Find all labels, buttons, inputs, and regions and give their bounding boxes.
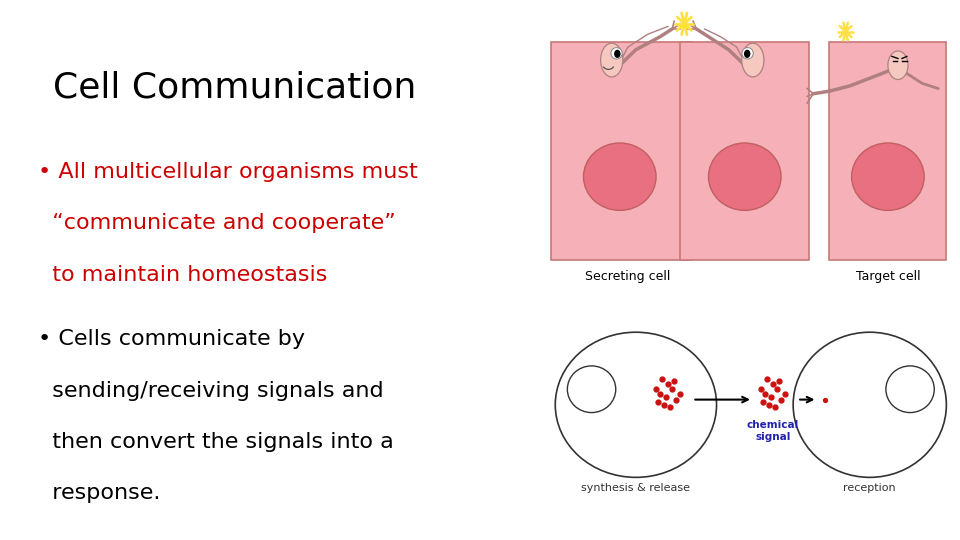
Text: synthesis & release: synthesis & release [582,483,690,492]
Text: to maintain homeostasis: to maintain homeostasis [38,265,327,285]
Circle shape [744,50,751,58]
Text: response.: response. [38,483,160,503]
Ellipse shape [708,143,781,211]
Ellipse shape [584,143,656,211]
Text: sending/receiving signals and: sending/receiving signals and [38,381,384,401]
Text: • Cells communicate by: • Cells communicate by [38,329,305,349]
Text: Target cell: Target cell [855,270,921,283]
Ellipse shape [888,51,908,79]
Text: Secreting cell: Secreting cell [586,270,670,283]
Text: • All multicellular organisms must: • All multicellular organisms must [38,162,419,182]
Ellipse shape [742,48,754,59]
Ellipse shape [742,43,764,77]
Text: chemical
signal: chemical signal [747,420,799,442]
Ellipse shape [611,48,622,59]
Ellipse shape [793,332,947,477]
FancyBboxPatch shape [551,42,692,260]
Text: Cell Communication: Cell Communication [53,70,417,104]
Ellipse shape [555,332,716,477]
Ellipse shape [567,366,615,413]
FancyBboxPatch shape [681,42,809,260]
Text: reception: reception [844,483,896,492]
Ellipse shape [601,43,623,77]
Text: then convert the signals into a: then convert the signals into a [38,432,395,452]
Ellipse shape [852,143,924,211]
Ellipse shape [886,366,934,413]
Text: “communicate and cooperate”: “communicate and cooperate” [38,213,396,233]
FancyBboxPatch shape [829,42,947,260]
Circle shape [614,50,620,58]
